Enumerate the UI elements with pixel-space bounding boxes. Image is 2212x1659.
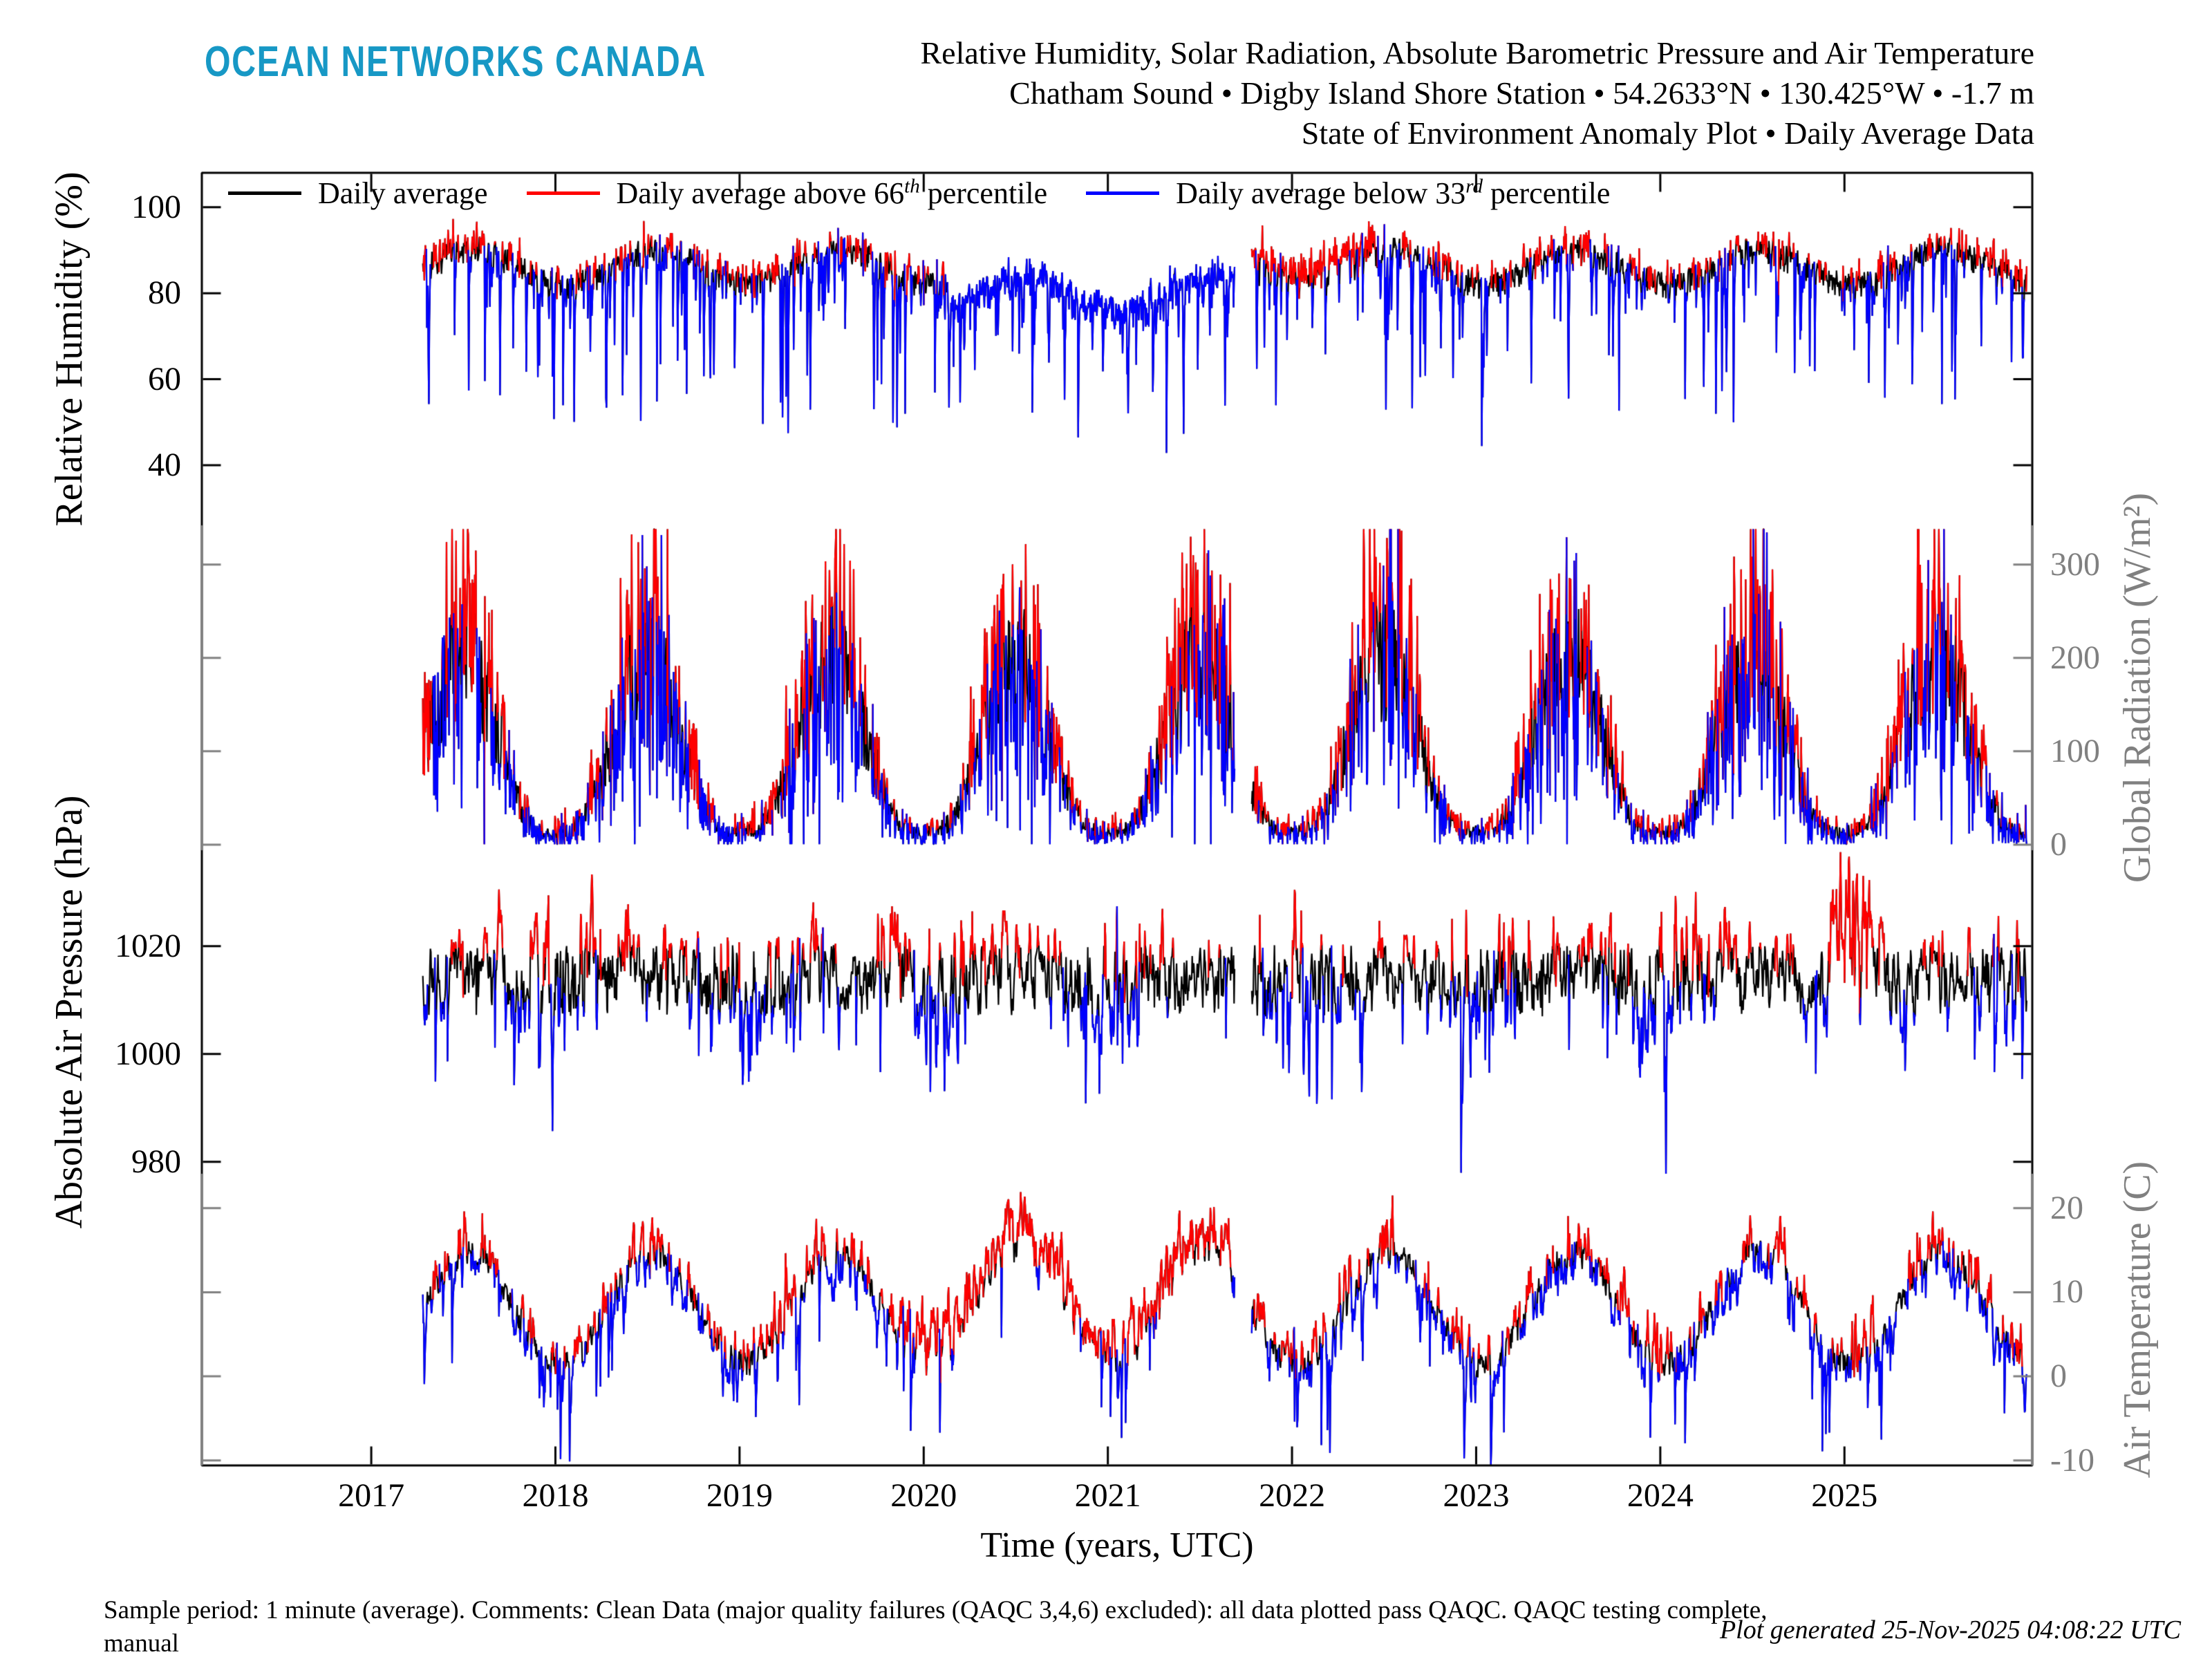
axis-title-humidity: Relative Humidity (%): [48, 171, 91, 527]
y-tick-radiation-100: 100: [2050, 732, 2100, 769]
y-tick-temperature-0: 0: [2050, 1358, 2067, 1395]
x-tick-2025: 2025: [1811, 1477, 1878, 1514]
y-tick-temperature--10: -10: [2050, 1441, 2094, 1479]
x-tick-2019: 2019: [706, 1477, 773, 1514]
x-tick-2020: 2020: [890, 1477, 957, 1514]
y-tick-humidity-100: 100: [131, 188, 181, 225]
legend-label: Daily average below 33rd percentile: [1176, 175, 1611, 210]
legend-label: Daily average: [318, 176, 488, 210]
legend-label: Daily average above 66th percentile: [616, 175, 1048, 210]
y-tick-temperature-20: 20: [2050, 1189, 2083, 1226]
footer-line1: Sample period: 1 minute (average). Comme…: [104, 1596, 1768, 1658]
axis-title-pressure: Absolute Air Pressure (hPa): [48, 795, 91, 1229]
x-tick-2023: 2023: [1443, 1477, 1510, 1514]
y-tick-humidity-80: 80: [148, 274, 181, 312]
legend-item-below-33rd: Daily average below 33rd percentile: [1086, 176, 1610, 211]
x-tick-2017: 2017: [338, 1477, 405, 1514]
y-tick-radiation-300: 300: [2050, 545, 2100, 583]
axis-title-temperature: Air Temperature (C): [2116, 1161, 2159, 1479]
legend-item-daily-average: Daily average: [228, 176, 488, 211]
axis-title-radiation: Global Radiation (W/m²): [2116, 492, 2159, 883]
x-tick-2022: 2022: [1259, 1477, 1326, 1514]
x-axis-title: Time (years, UTC): [980, 1526, 1254, 1565]
plot-generated-timestamp: Plot generated 25-Nov-2025 04:08:22 UTC: [1719, 1615, 2181, 1644]
legend-line-red: [526, 191, 600, 195]
y-tick-pressure-1000: 1000: [115, 1035, 181, 1072]
y-tick-humidity-40: 40: [148, 446, 181, 483]
y-tick-humidity-60: 60: [148, 360, 181, 397]
x-tick-2024: 2024: [1627, 1477, 1694, 1514]
legend-item-above-66th: Daily average above 66th percentile: [526, 175, 1048, 211]
y-tick-radiation-0: 0: [2050, 825, 2067, 863]
x-tick-2021: 2021: [1074, 1477, 1141, 1514]
y-tick-pressure-980: 980: [131, 1143, 181, 1180]
y-tick-radiation-200: 200: [2050, 639, 2100, 676]
footer-comments: Sample period: 1 minute (average). Comme…: [104, 1594, 1797, 1659]
y-tick-pressure-1020: 1020: [115, 927, 181, 964]
legend: Daily average Daily average above 66th p…: [228, 176, 1610, 211]
y-tick-temperature-10: 10: [2050, 1273, 2083, 1311]
legend-line-black: [228, 191, 301, 195]
x-tick-2018: 2018: [522, 1477, 589, 1514]
legend-line-blue: [1086, 191, 1160, 195]
